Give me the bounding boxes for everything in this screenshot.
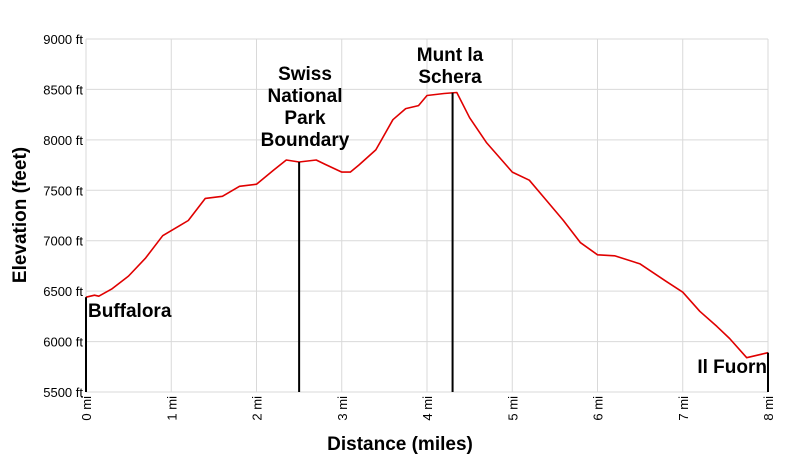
y-tick-label: 8000 ft [43,133,83,148]
y-tick-label: 6000 ft [43,335,83,350]
landmark-label: Munt la [417,45,484,66]
grid-lines [85,38,769,393]
x-tick-label: 0 mi [79,396,94,421]
x-tick-label: 1 mi [164,396,179,421]
y-tick-label: 9000 ft [43,32,83,47]
landmark-label: Schera [418,67,482,88]
x-tick-label: 8 mi [761,396,776,421]
x-tick-label: 3 mi [335,396,350,421]
landmark-label: Park [284,108,326,129]
landmark-label: National [268,86,343,107]
x-tick-label: 4 mi [420,396,435,421]
x-tick-label: 2 mi [250,396,265,421]
y-tick-label: 7000 ft [43,234,83,249]
landmark-label: Buffalora [88,301,172,322]
y-axis-title: Elevation (feet) [10,147,31,283]
axis-ticks: 5500 ft 6000 ft 6500 ft 7000 ft 7500 ft 8000 … [43,32,776,421]
x-axis-title: Distance (miles) [327,434,473,455]
x-tick-label: 5 mi [505,396,520,421]
y-tick-label: 7500 ft [43,183,83,198]
elevation-line [85,91,769,359]
x-tick-label: 6 mi [591,396,606,421]
landmark-label: Boundary [261,130,350,151]
landmark-label: Swiss [278,64,332,85]
elevation-series [85,91,769,359]
landmark-label: Il Fuorn [697,357,767,378]
y-tick-label: 8500 ft [43,82,83,97]
y-tick-label: 6500 ft [43,284,83,299]
x-tick-label: 7 mi [676,396,691,421]
landmark-markers [85,92,769,392]
y-tick-label: 5500 ft [43,385,83,400]
